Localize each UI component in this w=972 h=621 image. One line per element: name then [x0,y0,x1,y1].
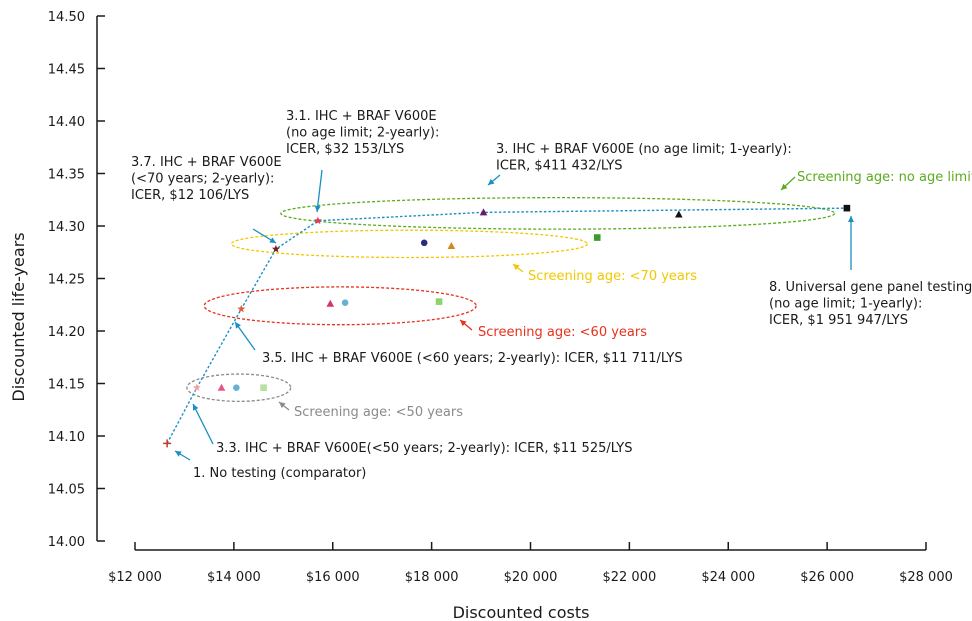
group-label-arrow [459,319,473,331]
annotation-line: ICER, $411 432/LYS [496,159,623,174]
group-label: Screening age: no age limit [797,170,972,185]
group-ellipse [280,196,836,230]
data-point-square [593,234,601,241]
x-tick-label: $16 000 [306,570,360,585]
group-label-arrow-head [781,183,788,190]
data-point-star [271,244,280,253]
data-point-square [260,384,267,391]
annotation-arrow-head [193,404,199,411]
annotation-label: 3.1. IHC + BRAF V600E (no age limit; 2-ye… [286,109,439,157]
data-point-star [237,304,246,313]
x-tick-label: $24 000 [701,570,755,585]
annotation-line: ICER, $32 153/LYS [286,142,404,157]
y-tick-label: 14.25 [48,273,85,288]
annotation-label: 3.3. IHC + BRAF V600E(<50 years; 2-yearl… [216,441,632,456]
data-point-circle [341,299,349,306]
data-points [163,204,851,448]
data-point-star [192,383,201,392]
annotation-line: (no age limit; 2-yearly): [286,126,439,141]
annotation-label: 3. IHC + BRAF V600E (no age limit; 1-yea… [496,142,792,174]
annotation-arrow-head [488,178,495,185]
annotation-line: 3.1. IHC + BRAF V600E [286,109,437,124]
data-point-triangle [479,208,488,216]
group-label: Screening age: <50 years [294,405,463,420]
group-label-arrow [780,176,796,191]
y-axis-title: Discounted life-years [9,232,28,401]
y-tick-label: 14.50 [48,10,85,25]
data-point-triangle [217,383,226,391]
group-label-arrow [512,263,524,273]
annotation-label: 3.5. IHC + BRAF V600E (<60 years; 2-year… [262,351,683,366]
annotation-arrow-head [175,451,182,457]
y-tick-label: 14.45 [48,63,85,78]
data-point-triangle [675,210,683,218]
annotation-arrow-shaft [316,169,323,213]
group-ellipse [230,229,589,259]
annotation-arrow-head [314,205,321,212]
annotation-line: 3.7. IHC + BRAF V600E [131,155,282,170]
annotation-line: 8. Universal gene panel testing [769,280,972,295]
annotation-line: 1. No testing (comparator) [193,466,366,481]
group-label-arrow-head [460,320,467,327]
x-tick-label: $12 000 [108,570,162,585]
annotation-arrow [487,174,501,186]
annotation-line: 3.3. IHC + BRAF V600E(<50 years; 2-yearl… [216,441,632,456]
y-tick-label: 14.15 [48,378,85,393]
x-axis-title: Discounted costs [453,603,590,621]
annotation-arrow [174,450,191,461]
annotation-arrow [192,403,214,445]
group-label: Screening age: <60 years [478,325,647,340]
y-tick-label: 14.35 [48,168,85,183]
y-tick-label: 14.10 [48,430,85,445]
annotation-arrow [234,321,256,351]
data-point-star [313,216,322,225]
group-label-arrow [278,401,290,411]
x-tick-label: $28 000 [899,570,953,585]
annotation-arrow [314,169,323,213]
annotation-arrow-head [235,322,241,329]
annotation-arrow-head [848,216,854,222]
group-label: Screening age: <70 years [528,269,697,284]
group-label-arrow-head [279,402,286,409]
annotation-arrow [252,228,277,244]
annotation-line: (<70 years; 2-yearly): [131,172,274,187]
data-point-square [435,298,443,305]
annotation-label: 1. No testing (comparator) [193,466,366,481]
data-point-plus [163,439,172,448]
axes: 14.00 14.05 14.10 14.15 14.20 14.25 14.30 14.35… [48,10,953,585]
annotation-arrow [848,216,854,270]
group-ellipse [186,373,292,403]
x-tick-label: $22 000 [602,570,656,585]
data-point-circle [233,384,240,392]
y-tick-label: 14.40 [48,115,85,130]
y-tick-label: 14.30 [48,220,85,235]
group-ellipses: Screening age: no age limit Screening age… [186,170,972,420]
group-label-arrow-head [513,264,520,271]
annotation-arrow-shaft [192,403,214,445]
data-point-circle [420,239,428,247]
annotation-line: 3.5. IHC + BRAF V600E (<60 years; 2-year… [262,351,683,366]
x-tick-label: $26 000 [800,570,854,585]
annotation-line: (no age limit; 1-yearly): [769,297,922,312]
y-tick-label: 14.05 [48,483,85,498]
data-point-square [843,204,851,212]
data-point-triangle [447,241,456,249]
y-tick-label: 14.00 [48,535,85,550]
x-tick-label: $14 000 [207,570,261,585]
annotation-arrow-head [269,237,276,243]
data-point-triangle [326,299,335,307]
annotations: 1. No testing (comparator) 3.3. IHC + BRA… [131,109,972,481]
x-tick-label: $20 000 [504,570,558,585]
annotation-label: 3.7. IHC + BRAF V600E (<70 years; 2-yearl… [131,155,282,203]
group-ellipse [203,286,477,326]
annotation-label: 8. Universal gene panel testing (no age l… [769,280,972,328]
annotation-line: ICER, $12 106/LYS [131,188,249,203]
annotation-line: 3. IHC + BRAF V600E (no age limit; 1-yea… [496,142,792,157]
annotation-line: ICER, $1 951 947/LYS [769,313,908,328]
y-tick-label: 14.20 [48,325,85,340]
x-tick-label: $18 000 [405,570,459,585]
